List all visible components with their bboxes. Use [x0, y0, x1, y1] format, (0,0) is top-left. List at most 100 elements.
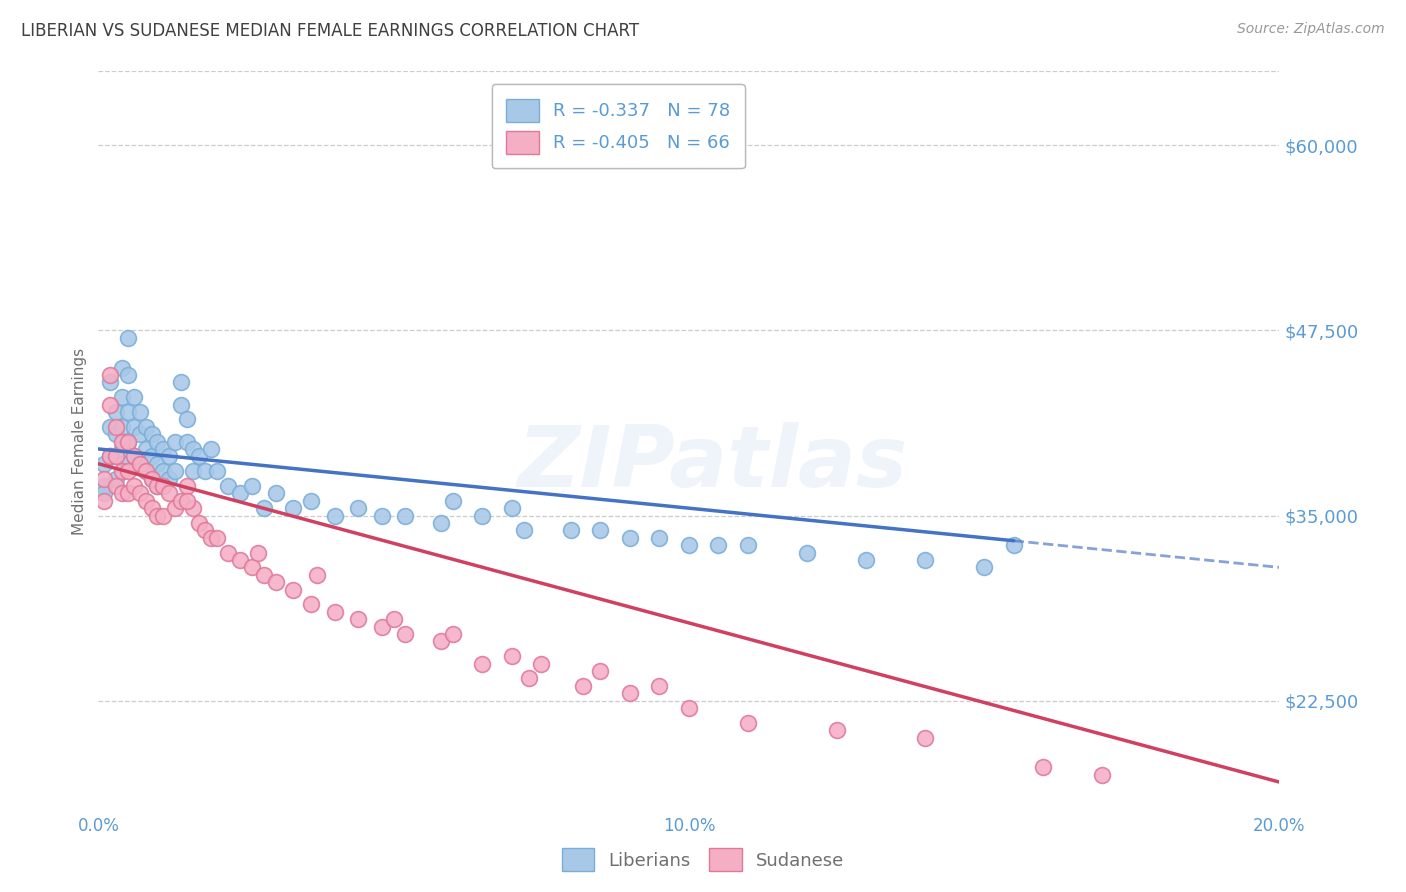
Point: [93, 486, 115, 500]
Point: [141, 427, 163, 442]
Point: [229, 486, 252, 500]
Point: [194, 524, 217, 538]
Point: [1091, 767, 1114, 781]
Point: [105, 450, 128, 464]
Point: [135, 493, 157, 508]
Point: [128, 405, 150, 419]
Point: [141, 501, 163, 516]
Legend: R = -0.337   N = 78, R = -0.405   N = 66: R = -0.337 N = 78, R = -0.405 N = 66: [492, 84, 745, 169]
Point: [430, 634, 453, 648]
Point: [737, 538, 759, 552]
Point: [678, 701, 700, 715]
Point: [128, 457, 150, 471]
Point: [181, 464, 204, 478]
Point: [111, 419, 134, 434]
Point: [152, 479, 174, 493]
Point: [146, 508, 169, 523]
Point: [264, 575, 287, 590]
Point: [165, 464, 187, 478]
Point: [825, 723, 848, 738]
Point: [111, 360, 134, 375]
Point: [146, 434, 169, 449]
Point: [347, 612, 370, 626]
Point: [105, 471, 128, 485]
Point: [229, 553, 252, 567]
Point: [93, 457, 115, 471]
Point: [135, 442, 157, 456]
Point: [914, 553, 936, 567]
Point: [181, 501, 204, 516]
Point: [105, 419, 128, 434]
Point: [246, 546, 269, 560]
Point: [117, 368, 139, 382]
Point: [501, 501, 523, 516]
Point: [299, 493, 322, 508]
Point: [441, 627, 464, 641]
Point: [152, 464, 174, 478]
Point: [128, 486, 150, 500]
Point: [105, 450, 128, 464]
Point: [187, 516, 209, 530]
Point: [471, 508, 494, 523]
Point: [299, 598, 322, 612]
Point: [152, 442, 174, 456]
Point: [264, 486, 287, 500]
Point: [648, 679, 671, 693]
Point: [141, 450, 163, 464]
Point: [122, 479, 145, 493]
Text: Source: ZipAtlas.com: Source: ZipAtlas.com: [1237, 22, 1385, 37]
Point: [200, 531, 222, 545]
Point: [111, 442, 134, 456]
Point: [98, 419, 121, 434]
Point: [283, 501, 305, 516]
Point: [430, 516, 453, 530]
Point: [135, 464, 157, 478]
Point: [371, 508, 394, 523]
Point: [176, 434, 198, 449]
Point: [471, 657, 494, 671]
Point: [157, 471, 180, 485]
Point: [122, 450, 145, 464]
Point: [1032, 760, 1054, 774]
Point: [117, 457, 139, 471]
Point: [217, 479, 239, 493]
Legend: Liberians, Sudanese: Liberians, Sudanese: [554, 841, 852, 879]
Point: [122, 450, 145, 464]
Point: [205, 531, 228, 545]
Point: [117, 331, 139, 345]
Point: [371, 619, 394, 633]
Point: [253, 567, 276, 582]
Point: [93, 479, 115, 493]
Point: [589, 664, 612, 678]
Point: [217, 546, 239, 560]
Point: [111, 434, 134, 449]
Point: [117, 464, 139, 478]
Point: [394, 627, 416, 641]
Point: [165, 501, 187, 516]
Point: [105, 427, 128, 442]
Point: [98, 376, 121, 390]
Point: [176, 493, 198, 508]
Point: [122, 390, 145, 404]
Point: [589, 524, 612, 538]
Y-axis label: Median Female Earnings: Median Female Earnings: [72, 348, 87, 535]
Point: [135, 464, 157, 478]
Point: [98, 398, 121, 412]
Point: [187, 450, 209, 464]
Point: [560, 524, 582, 538]
Point: [571, 679, 593, 693]
Point: [973, 560, 995, 574]
Point: [205, 464, 228, 478]
Point: [170, 493, 193, 508]
Point: [165, 434, 187, 449]
Point: [619, 531, 641, 545]
Point: [194, 464, 217, 478]
Point: [323, 605, 346, 619]
Point: [181, 442, 204, 456]
Point: [105, 479, 128, 493]
Point: [914, 731, 936, 745]
Point: [240, 560, 263, 574]
Point: [200, 442, 222, 456]
Point: [135, 419, 157, 434]
Point: [111, 464, 134, 478]
